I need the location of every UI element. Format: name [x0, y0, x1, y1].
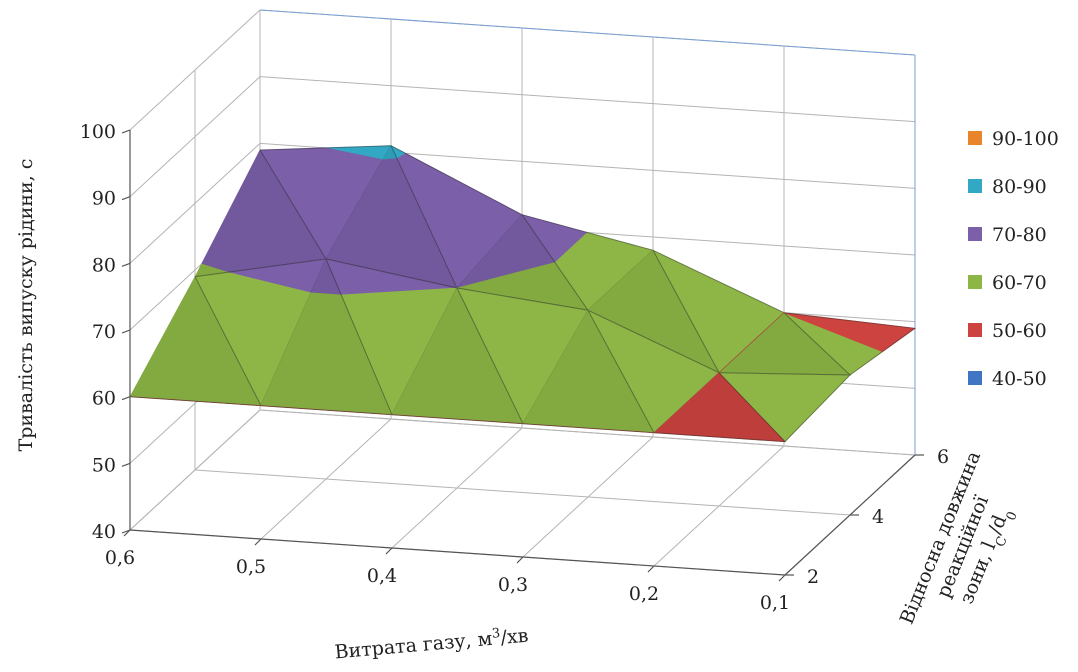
surface-wire [783, 312, 917, 376]
z-tick-mark [121, 262, 131, 267]
z-tick-label: 70 [92, 321, 116, 343]
surface-layer [129, 145, 917, 443]
z-tick-mark [121, 396, 131, 401]
legend: 90-100 80-90 70-80 60-70 50-60 40-50 [968, 128, 1059, 390]
legend-swatch [968, 323, 982, 337]
y-tick-label: 4 [872, 506, 884, 528]
surface-patch [260, 405, 393, 415]
z-tick-label: 100 [80, 121, 116, 143]
x-tick-label: 0,5 [236, 556, 266, 578]
floor-gridline [259, 409, 916, 456]
x-axis-title-unit: /хв [500, 625, 530, 649]
x-tick-label: 0,3 [498, 574, 528, 596]
x-tick-mark [385, 547, 393, 555]
legend-swatch [968, 275, 982, 289]
z-tick-mark [121, 462, 131, 467]
legend-label: 70-80 [992, 224, 1047, 246]
back-wall-frame [259, 9, 916, 56]
surface-patch [391, 414, 524, 424]
z-axis-title: Тривалість випуску рідини, с [15, 159, 37, 452]
y-axis-title: Відносна довжина реакційної зони, lC/d0 [896, 448, 1021, 627]
y-tick-label: 2 [807, 566, 819, 588]
legend-label: 40-50 [992, 368, 1047, 390]
legend-swatch [968, 131, 982, 145]
x-tick-label: 0,4 [367, 565, 397, 587]
surface-patch [783, 312, 916, 353]
x-tick-label: 0,6 [105, 547, 135, 569]
z-tick-label: 80 [92, 254, 116, 276]
z-tick-label: 60 [92, 388, 116, 410]
x-tick-mark [123, 529, 131, 537]
legend-swatch [968, 179, 982, 193]
z-tick-label: 90 [92, 188, 116, 210]
legend-swatch [968, 371, 982, 385]
x-tick-label: 0,1 [760, 592, 790, 614]
x-tick-mark [778, 574, 786, 582]
x-tick-mark [647, 565, 655, 573]
x-tick-label: 0,2 [629, 583, 659, 605]
x-axis-title-text: Витрата газу, м [334, 628, 494, 664]
back-wall-gridline [259, 76, 916, 123]
legend-label: 50-60 [992, 320, 1047, 342]
legend-label: 60-70 [992, 272, 1047, 294]
surface-patch [522, 423, 655, 433]
surface-patch [653, 372, 786, 443]
z-tick-mark [121, 329, 131, 334]
x-tick-mark [254, 538, 262, 546]
z-tick-label: 40 [92, 521, 116, 543]
x-tick-mark [516, 556, 524, 564]
z-tick-label: 50 [92, 454, 116, 476]
surface-wire [718, 372, 852, 443]
x-axis-title-sup: 3 [491, 626, 501, 642]
z-tick-mark [121, 196, 131, 201]
x-axis-line [129, 529, 786, 576]
legend-label: 90-100 [992, 128, 1059, 150]
z-tick-mark [121, 129, 131, 134]
surface-wire [653, 372, 787, 443]
x-axis-title: Витрата газу, м3/хв [334, 623, 530, 663]
legend-swatch [968, 227, 982, 241]
axis-layer: 40 50 60 70 80 90 100 0,6 0,5 0,4 0,3 0,2 0,1 2 4 6 [80, 121, 949, 614]
legend-label: 80-90 [992, 176, 1047, 198]
y-tick-label: 6 [937, 446, 949, 468]
floor-gridline [194, 469, 851, 516]
